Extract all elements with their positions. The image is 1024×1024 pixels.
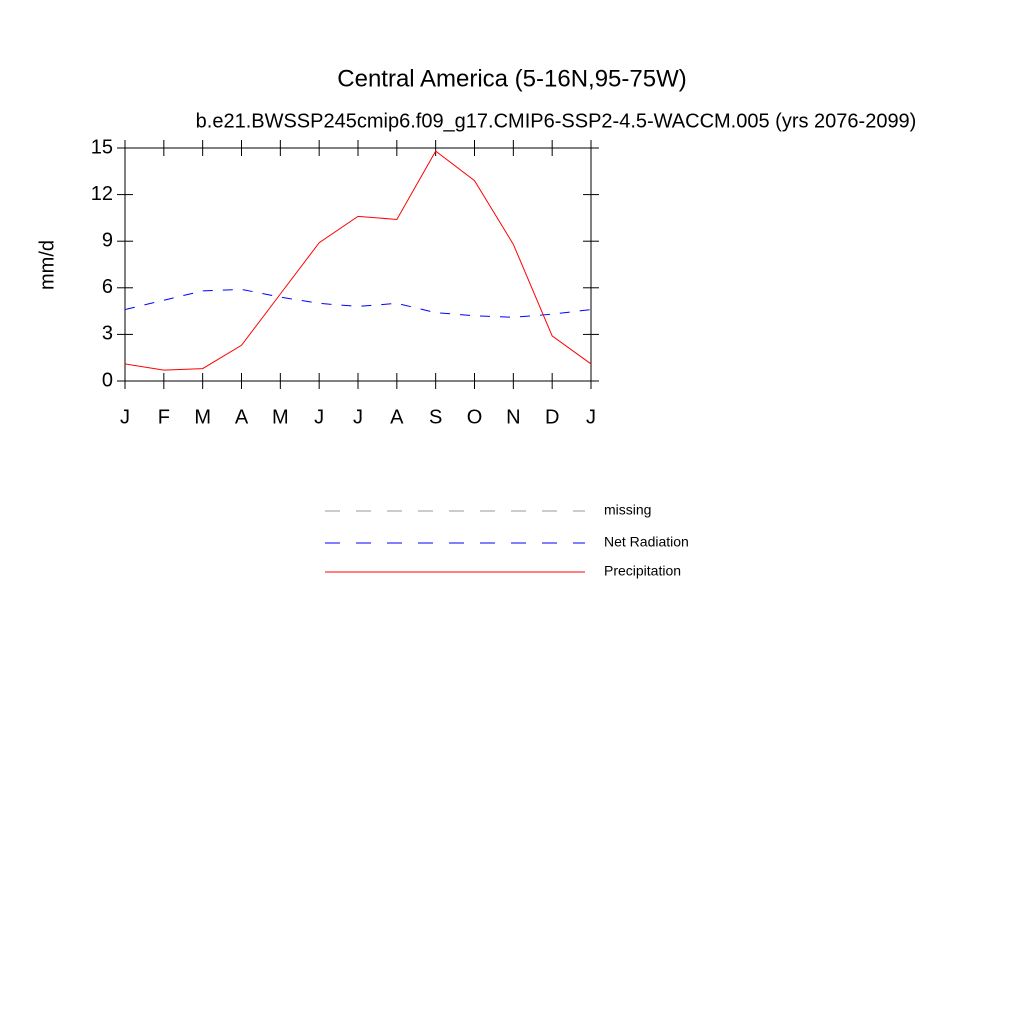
y-tick-label: 0 (102, 369, 113, 391)
legend-label: Net Radiation (604, 534, 689, 550)
x-tick-label: A (390, 406, 404, 428)
legend-label: Precipitation (604, 563, 681, 579)
y-tick-label: 12 (91, 183, 113, 205)
x-tick-label: J (586, 406, 596, 428)
x-tick-label: N (506, 406, 520, 428)
y-tick-label: 3 (102, 323, 113, 345)
legend-label: missing (604, 502, 651, 518)
x-tick-label: A (235, 406, 249, 428)
y-tick-label: 15 (91, 136, 113, 158)
chart-title: Central America (5-16N,95-75W) (337, 65, 686, 92)
x-tick-label: J (314, 406, 324, 428)
y-tick-label: 9 (102, 229, 113, 251)
x-tick-label: D (545, 406, 559, 428)
chart-subtitle: b.e21.BWSSP245cmip6.f09_g17.CMIP6-SSP2-4… (196, 110, 917, 132)
data-line (124, 150, 592, 371)
x-tick-label: F (158, 406, 170, 428)
x-tick-label: M (194, 406, 211, 428)
x-tick-label: M (272, 406, 289, 428)
x-tick-label: J (353, 406, 363, 428)
x-tick-label: J (120, 406, 130, 428)
y-axis-label: mm/d (36, 240, 58, 290)
y-tick-label: 6 (102, 276, 113, 298)
x-tick-label: O (467, 406, 483, 428)
x-tick-label: S (429, 406, 442, 428)
